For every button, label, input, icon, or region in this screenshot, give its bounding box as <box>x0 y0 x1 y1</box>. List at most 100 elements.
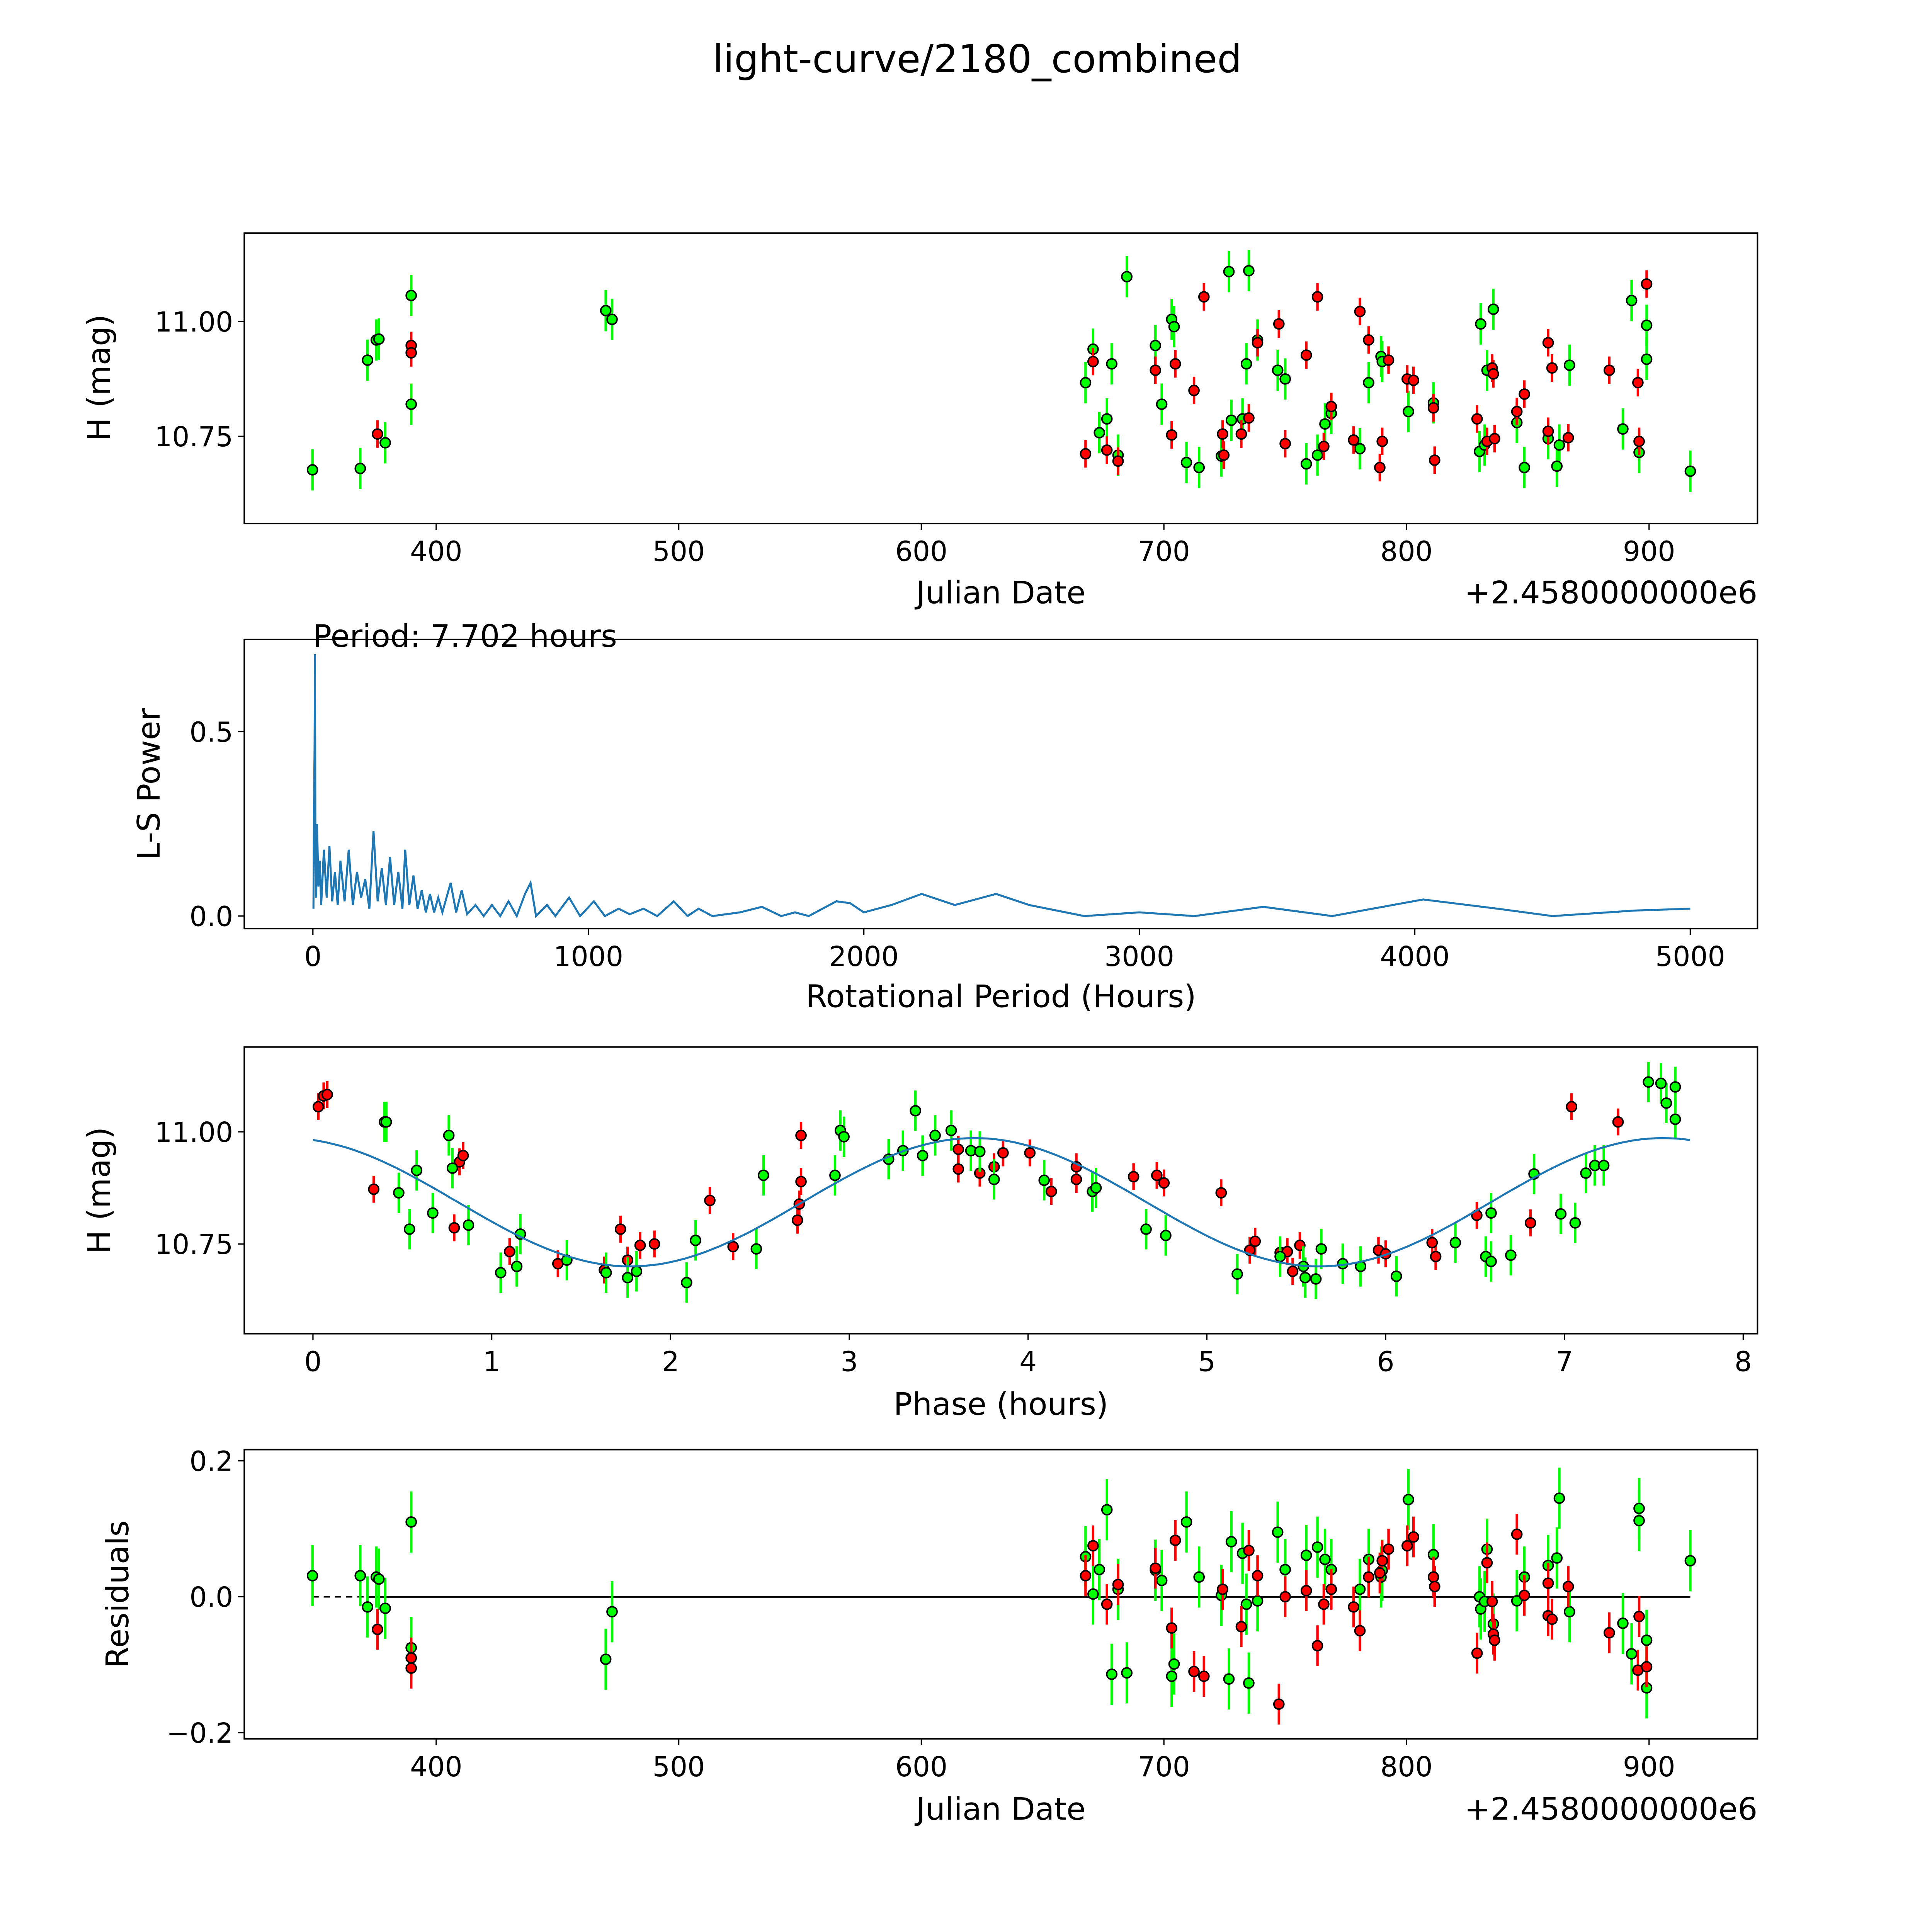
data-point <box>1390 1270 1402 1282</box>
data-point <box>1300 458 1312 470</box>
data-point <box>405 347 417 359</box>
data-point <box>1215 1187 1227 1199</box>
data-point <box>1180 457 1192 468</box>
data-point <box>704 1194 716 1206</box>
data-point <box>448 1222 460 1234</box>
data-point <box>1217 1583 1228 1595</box>
data-point <box>1279 1564 1291 1575</box>
data-point <box>1279 373 1291 385</box>
data-point <box>321 1088 333 1100</box>
data-point <box>829 1169 841 1181</box>
data-point <box>1354 1583 1366 1595</box>
data-point <box>1080 377 1092 389</box>
data-point <box>1475 318 1486 330</box>
series-red <box>372 1514 1653 1725</box>
data-point <box>758 1169 769 1181</box>
data-point <box>1598 1160 1610 1172</box>
data-point <box>1287 1265 1299 1277</box>
data-point <box>1348 434 1359 446</box>
data-point <box>354 463 366 474</box>
data-point <box>1542 1577 1554 1589</box>
data-point <box>1279 438 1291 450</box>
data-point <box>1626 294 1638 306</box>
data-point <box>1315 1243 1327 1255</box>
data-point <box>1166 429 1178 441</box>
data-point <box>1363 377 1374 389</box>
data-point <box>1519 388 1530 400</box>
data-point <box>1319 1553 1331 1565</box>
data-point <box>648 1238 660 1250</box>
data-point <box>1564 359 1575 371</box>
data-point <box>600 305 612 316</box>
data-point <box>952 1163 964 1175</box>
axes-frame <box>243 638 1759 930</box>
data-point <box>312 1101 324 1112</box>
data-point <box>1348 1601 1359 1613</box>
data-point <box>1193 462 1205 473</box>
data-point <box>600 1267 612 1279</box>
data-point <box>997 1147 1009 1159</box>
data-point <box>945 1124 957 1136</box>
data-point <box>1633 1502 1645 1514</box>
data-point <box>634 1240 646 1251</box>
data-point <box>1252 1595 1264 1607</box>
y-tick-label: −0.2 <box>167 1717 233 1749</box>
data-point <box>1300 1549 1312 1561</box>
data-point <box>622 1272 634 1284</box>
data-point <box>1311 291 1323 303</box>
data-point <box>614 1223 626 1235</box>
data-point <box>1240 358 1252 370</box>
y-axis-label: L-S Power <box>131 708 167 860</box>
y-tick-label: 11.00 <box>155 306 233 338</box>
plot-area <box>306 250 1696 492</box>
series-red <box>372 270 1653 481</box>
data-point <box>368 1183 380 1195</box>
data-point <box>1140 1223 1152 1235</box>
data-point <box>393 1187 405 1199</box>
y-tick-label: 11.00 <box>155 1116 233 1148</box>
data-point <box>1319 418 1331 430</box>
data-point <box>988 1173 1000 1185</box>
data-point <box>1403 406 1414 417</box>
data-point <box>727 1241 739 1253</box>
data-point <box>1169 358 1181 370</box>
panel-light-curve: 400 500 600 700 800 900 10.75 11.00 Julian Date H… <box>81 232 1759 611</box>
data-point <box>1299 1272 1311 1284</box>
data-point <box>1168 1658 1180 1670</box>
x-tick-label: 4 <box>1019 1345 1037 1378</box>
data-point <box>1080 1570 1092 1582</box>
plot-area <box>306 1468 1696 1725</box>
data-point <box>354 1570 366 1582</box>
series-red <box>312 1081 1624 1285</box>
data-point <box>1156 398 1168 410</box>
data-point <box>1641 353 1653 365</box>
y-tick-label: 10.75 <box>155 1228 233 1260</box>
data-point <box>1660 1097 1672 1109</box>
x-tick-label: 600 <box>895 1751 947 1783</box>
y-tick-label: 10.75 <box>155 421 233 453</box>
y-axis-label: H (mag) <box>81 314 117 441</box>
data-point <box>1486 1595 1498 1607</box>
data-point <box>1188 384 1200 396</box>
x-tick-label: 0 <box>304 940 321 973</box>
data-point <box>974 1146 986 1158</box>
data-point <box>1427 1571 1439 1583</box>
data-point <box>1243 1544 1255 1556</box>
data-point <box>690 1235 701 1246</box>
x-tick-label: 1000 <box>553 940 623 973</box>
data-point <box>1243 265 1255 277</box>
data-point <box>427 1207 439 1219</box>
data-point <box>405 1652 417 1664</box>
data-point <box>1249 1235 1261 1247</box>
data-point <box>1101 1598 1113 1610</box>
period-annotation: Period: 7.702 hours <box>313 618 617 655</box>
x-tick-label: 5000 <box>1655 940 1725 973</box>
data-point <box>838 1131 850 1143</box>
data-point <box>362 354 374 366</box>
data-point <box>373 1573 385 1585</box>
x-tick-label: 0 <box>304 1345 321 1378</box>
data-point <box>1101 444 1113 456</box>
data-point <box>1094 427 1105 439</box>
data-point <box>1252 1570 1264 1582</box>
data-point <box>1354 443 1366 455</box>
